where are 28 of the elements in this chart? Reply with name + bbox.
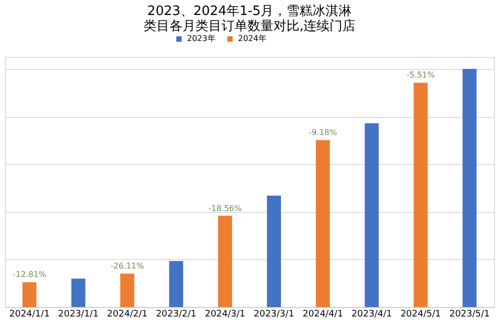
- bar: [364, 123, 379, 307]
- annotation: -5.51%: [406, 70, 436, 80]
- legend-label: 2023年: [187, 34, 216, 43]
- chart-title: 2023、2024年1-5月，雪糕冰淇淋类目各月类目订单数量对比,连续门店: [143, 4, 356, 34]
- x-tick-label: 2023/4/1: [352, 310, 392, 320]
- bar: [316, 140, 330, 307]
- bar: [71, 278, 86, 307]
- bar: [218, 216, 232, 307]
- x-tick-label: 2024/5/1: [400, 310, 441, 320]
- x-tick-label: 2024/1/1: [9, 310, 50, 320]
- annotation: -26.11%: [110, 262, 144, 271]
- annotation: -9.18%: [308, 128, 338, 138]
- x-tick-label: 2024/3/1: [204, 310, 246, 320]
- bar: [169, 261, 184, 307]
- bar: [120, 274, 134, 307]
- legend-label: 2024年: [238, 34, 266, 43]
- x-tick-label: 2024/4/1: [302, 310, 344, 320]
- annotation: -12.81%: [12, 270, 47, 280]
- x-tick-label: 2023/2/1: [156, 310, 196, 320]
- bar: [414, 82, 428, 307]
- annotation: -18.56%: [208, 204, 242, 213]
- x-tick-label: 2024/2/1: [107, 310, 148, 320]
- bar: [462, 68, 477, 307]
- x-tick-label: 2023/5/1: [449, 310, 490, 320]
- bar: [22, 282, 36, 307]
- x-tick-label: 2023/3/1: [254, 310, 294, 320]
- x-tick-label: 2023/1/1: [58, 310, 99, 320]
- bar: [266, 196, 281, 307]
